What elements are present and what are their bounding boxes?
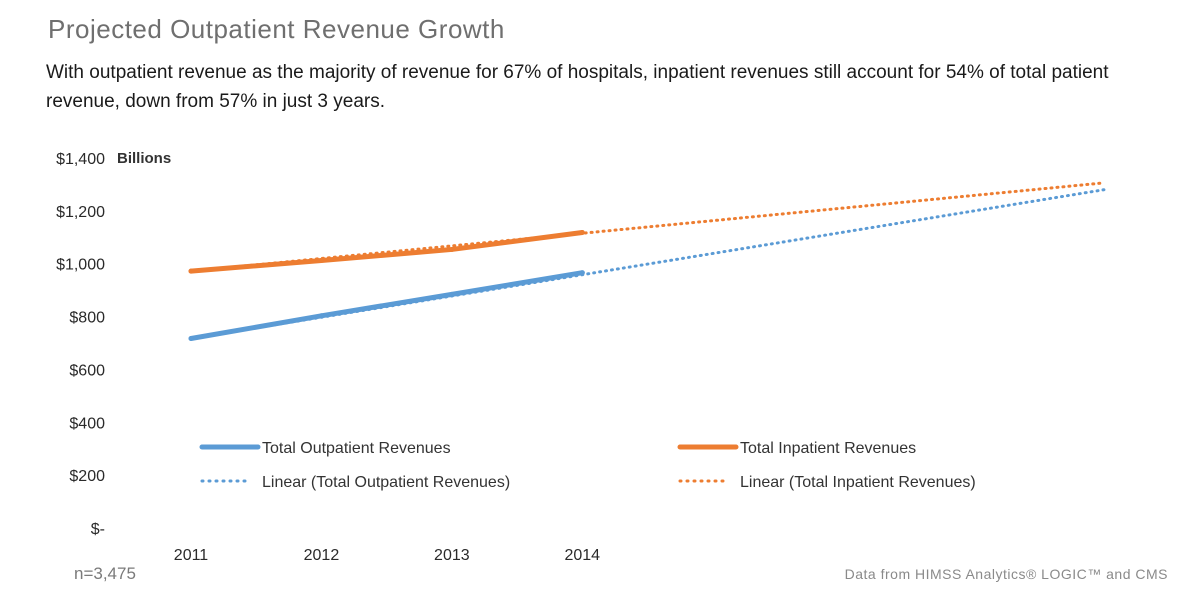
x-axis: 2011 2012 2013 2014	[174, 547, 600, 564]
data-point	[318, 313, 324, 319]
legend-label: Total Outpatient Revenues	[262, 440, 451, 457]
series-lines	[188, 230, 585, 342]
y-tick-label: $800	[69, 310, 105, 327]
x-tick-label: 2014	[564, 547, 600, 564]
data-point	[188, 336, 194, 342]
y-axis-unit-label: Billions	[117, 150, 171, 167]
chart-subtitle: With outpatient revenue as the majority …	[46, 62, 1109, 112]
series-line-inpatient	[188, 230, 585, 274]
legend-entry: Linear (Total Outpatient Revenues)	[200, 474, 510, 491]
legend-entry: Linear (Total Inpatient Revenues)	[678, 474, 976, 491]
legend-entry: Total Outpatient Revenues	[199, 440, 451, 457]
y-axis: $- $200 $400 $600 $800 $1,000 $1,200 $1,400	[56, 151, 105, 538]
y-tick-label: $1,000	[56, 257, 105, 274]
data-source-note: Data from HIMSS Analytics® LOGIC™ and CM…	[844, 566, 1168, 582]
series-line-outpatient	[188, 270, 585, 342]
x-tick-label: 2012	[304, 547, 340, 564]
trendline-outpatient	[189, 188, 1106, 341]
trendline-inpatient	[189, 181, 1106, 273]
data-point	[579, 230, 585, 236]
data-point	[188, 268, 194, 274]
x-tick-label: 2013	[434, 547, 470, 564]
x-tick-label: 2011	[174, 547, 209, 564]
data-point	[449, 246, 455, 252]
y-tick-label: $400	[69, 415, 105, 432]
legend: Total Outpatient Revenues Total Inpatient…	[199, 440, 976, 491]
data-point	[579, 270, 585, 276]
y-tick-label: $600	[69, 362, 105, 379]
sample-size-note: n=3,475	[74, 564, 136, 583]
data-point	[449, 291, 455, 297]
chart-title: Projected Outpatient Revenue Growth	[48, 14, 505, 44]
legend-entry: Total Inpatient Revenues	[677, 440, 916, 457]
legend-label: Linear (Total Inpatient Revenues)	[740, 474, 976, 491]
y-tick-label: $-	[91, 521, 105, 538]
y-tick-label: $1,200	[56, 204, 105, 221]
legend-label: Linear (Total Outpatient Revenues)	[262, 474, 510, 491]
y-tick-label: $1,400	[56, 151, 105, 168]
legend-label: Total Inpatient Revenues	[740, 440, 916, 457]
trendlines	[189, 181, 1106, 341]
data-point	[318, 258, 324, 264]
y-tick-label: $200	[69, 468, 105, 485]
